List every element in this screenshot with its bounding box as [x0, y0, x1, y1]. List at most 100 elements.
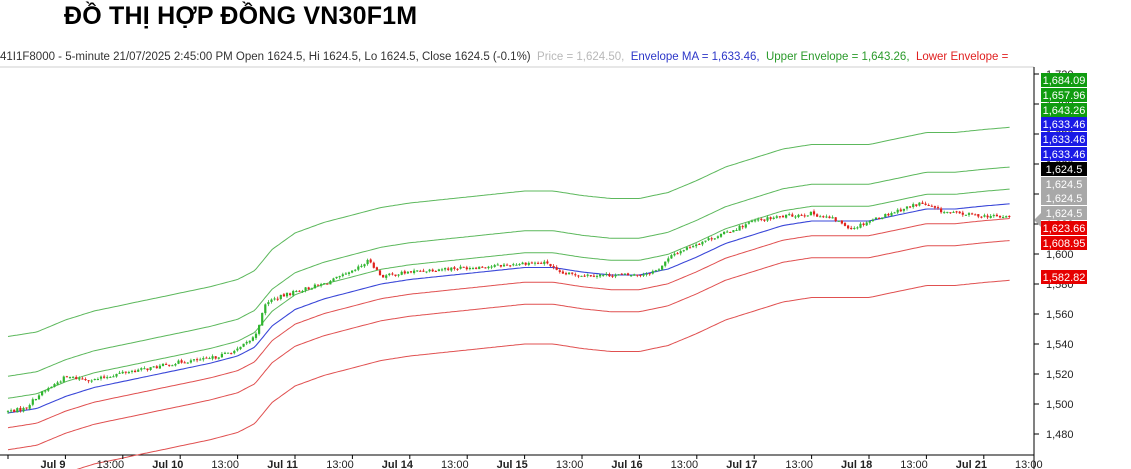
- candle-body: [338, 276, 341, 278]
- x-tick-label: 13:00: [900, 459, 928, 469]
- x-tick-label: Jul 16: [611, 459, 642, 469]
- right-label-box: [1041, 117, 1087, 131]
- candle-body: [56, 382, 59, 385]
- candle-body: [853, 227, 856, 229]
- candle-body: [657, 269, 661, 271]
- candle-body: [806, 215, 809, 217]
- candle-body: [695, 244, 698, 247]
- candle-body: [143, 368, 146, 370]
- candle-body: [72, 376, 75, 378]
- candle-body: [599, 274, 602, 277]
- candle-body: [865, 222, 868, 226]
- x-tick-label: Jul 9: [40, 459, 65, 469]
- candle-body: [912, 204, 915, 208]
- candle-body: [930, 205, 933, 207]
- candle-body: [242, 343, 245, 347]
- candle-body: [664, 261, 667, 266]
- candle-body: [1008, 215, 1011, 217]
- candle-body: [546, 261, 549, 264]
- candle-body: [496, 264, 499, 266]
- candle-body: [967, 213, 971, 215]
- x-axis-ticks: Jul 9 13:00 Jul 10 13:00 Jul 11 13:00 Jul 14 13…: [7, 455, 1043, 469]
- y-tick-label: 1,480: [1046, 429, 1074, 441]
- upper-envelope-line-2: [7, 166, 1010, 377]
- candle-body: [230, 353, 233, 355]
- candle-body: [986, 215, 989, 218]
- candle-body: [568, 272, 571, 275]
- candle-body: [617, 274, 620, 276]
- candle-body: [763, 219, 766, 221]
- candle-body: [168, 364, 171, 366]
- candle-body: [642, 274, 645, 276]
- candle-body: [313, 284, 316, 289]
- candle-body: [447, 268, 450, 270]
- candle-body: [800, 214, 803, 216]
- x-tick-label: 13:00: [326, 459, 354, 469]
- candle-body: [995, 214, 998, 217]
- candle-body: [437, 269, 440, 272]
- x-tick-label: Jul 18: [841, 459, 872, 469]
- candle-body: [828, 216, 831, 219]
- candle-body: [788, 214, 791, 216]
- candle-body: [347, 272, 351, 274]
- candle-body: [208, 358, 211, 360]
- candle-body: [316, 284, 320, 286]
- candle-body: [837, 220, 840, 222]
- candle-body: [276, 298, 279, 300]
- candle-body: [351, 270, 354, 273]
- candle-body: [403, 271, 406, 274]
- candle-body: [248, 340, 251, 343]
- candle-body: [171, 365, 174, 367]
- candle-body: [304, 287, 307, 291]
- candle-body: [137, 369, 140, 372]
- y-tick-label: 1,560: [1046, 309, 1074, 321]
- candle-body: [781, 215, 785, 218]
- candle-body: [112, 376, 115, 378]
- candle-body: [946, 211, 949, 213]
- x-tick-label: 13:00: [97, 459, 125, 469]
- x-tick-label: Jul 11: [267, 459, 298, 469]
- candle-body: [354, 269, 357, 271]
- y-tick-label: 1,600: [1046, 249, 1074, 261]
- candle-body: [93, 379, 96, 381]
- right-label-box: [1041, 103, 1087, 117]
- candle-body: [199, 359, 202, 361]
- candle-body: [688, 247, 692, 249]
- candle-body: [155, 366, 158, 369]
- candle-body: [958, 211, 961, 214]
- candle-body: [493, 265, 496, 267]
- candle-body: [502, 264, 506, 267]
- candle-body: [896, 209, 899, 213]
- candle-body: [75, 377, 78, 380]
- candle-body: [146, 368, 149, 371]
- candle-body: [645, 273, 648, 275]
- candle-body: [149, 367, 152, 370]
- candle-body: [819, 216, 822, 218]
- candle-body: [84, 379, 87, 381]
- candle-body: [760, 218, 763, 220]
- candle-body: [825, 216, 828, 218]
- right-label-box: [1041, 88, 1087, 102]
- candle-body: [295, 290, 298, 292]
- candle-body: [65, 376, 68, 378]
- x-tick-label: 13:00: [441, 459, 469, 469]
- candle-body: [258, 325, 261, 334]
- envelope-ma-line: [7, 203, 1010, 414]
- candle-body: [382, 275, 385, 278]
- x-tick-label: Jul 14: [382, 459, 414, 469]
- candle-body: [676, 253, 679, 255]
- right-label-text: 1,582.82: [1043, 272, 1086, 284]
- legend-lower-envelope: Lower Envelope =: [915, 51, 1009, 63]
- candle-body: [750, 221, 754, 223]
- candle-body: [214, 356, 217, 359]
- candle-body: [465, 267, 468, 270]
- candle-body: [329, 280, 332, 285]
- x-tick-label: 13:00: [556, 459, 584, 469]
- candle-body: [611, 275, 614, 277]
- candle-body: [78, 378, 81, 380]
- candle-body: [924, 203, 927, 205]
- right-label-text: 1,623.66: [1043, 223, 1086, 235]
- candle-body: [769, 217, 772, 220]
- y-tick-label: 1,520: [1046, 369, 1074, 381]
